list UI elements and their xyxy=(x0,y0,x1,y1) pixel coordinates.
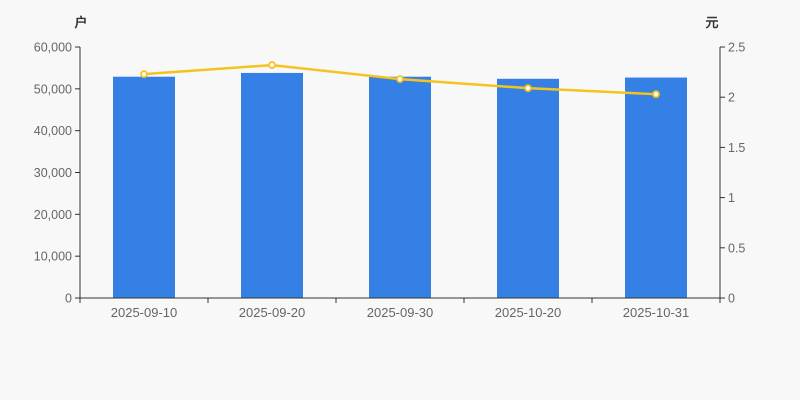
bar-2025-09-30 xyxy=(369,76,431,299)
left-axis-tick-label: 30,000 xyxy=(34,166,72,180)
right-axis-tick-label: 0.5 xyxy=(728,241,745,255)
price-point-2025-09-10 xyxy=(140,70,148,79)
x-axis-category-label: 2025-09-20 xyxy=(239,305,306,320)
bar-2025-10-31 xyxy=(625,77,687,298)
x-axis-category-label: 2025-10-31 xyxy=(623,305,690,320)
left-axis-tick-label: 10,000 xyxy=(34,250,72,264)
right-axis-tick-label: 1 xyxy=(728,191,735,205)
price-point-2025-10-31 xyxy=(652,90,660,99)
x-axis-category-label: 2025-09-30 xyxy=(367,305,434,320)
left-axis-tick-label: 50,000 xyxy=(34,82,72,96)
bar-2025-09-20 xyxy=(241,72,303,298)
x-axis-category-label: 2025-10-20 xyxy=(495,305,562,320)
price-point-2025-10-20 xyxy=(524,84,532,93)
left-axis-tick-label: 20,000 xyxy=(34,208,72,222)
price-point-2025-09-20 xyxy=(268,61,276,69)
right-axis-tick-label: 0 xyxy=(728,292,735,306)
left-axis-tick-label: 40,000 xyxy=(34,124,72,138)
left-axis-unit-label: 户 xyxy=(74,15,88,30)
x-axis-category-label: 2025-09-10 xyxy=(111,305,178,320)
right-axis-tick-label: 2.5 xyxy=(728,41,745,55)
bar-2025-09-10 xyxy=(113,76,175,299)
right-axis-tick-label: 2 xyxy=(728,91,735,105)
price-point-2025-09-30 xyxy=(396,75,404,84)
bar-2025-10-20 xyxy=(497,78,559,298)
right-axis-tick-label: 1.5 xyxy=(728,141,745,155)
left-axis-tick-label: 60,000 xyxy=(34,41,72,55)
left-axis-tick-label: 0 xyxy=(65,292,72,306)
right-axis-unit-label: 元 xyxy=(705,15,719,30)
